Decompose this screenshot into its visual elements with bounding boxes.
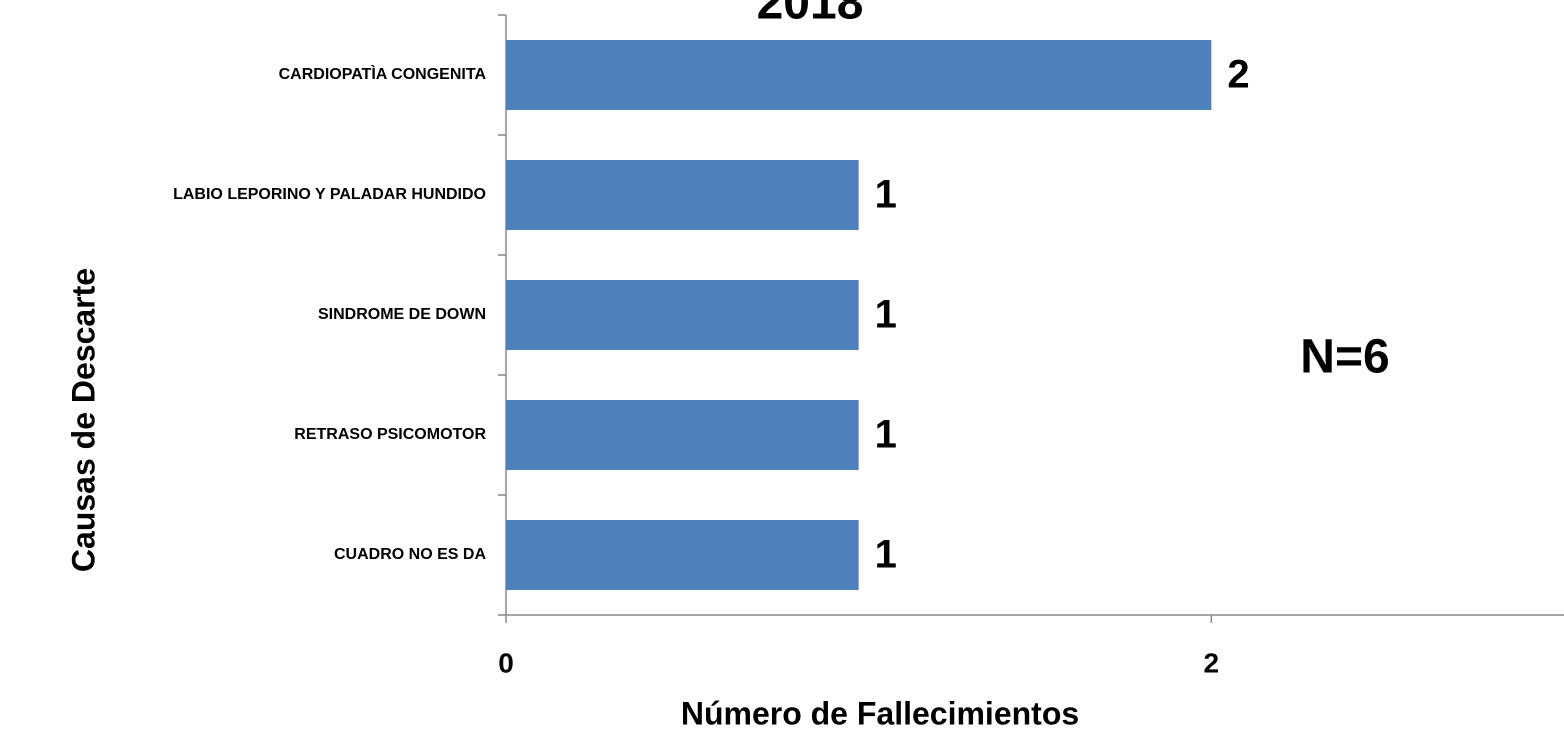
x-tick-label: 0: [498, 647, 514, 678]
y-tick-label: RETRASO PSICOMOTOR: [294, 426, 486, 443]
y-tick-label: SINDROME DE DOWN: [318, 306, 486, 323]
y-axis-label: Causas de Descarte: [65, 268, 101, 572]
y-tick-label: CARDIOPATÌA CONGENITA: [279, 64, 487, 83]
bar: [506, 280, 859, 350]
chart-title: 2018: [757, 0, 864, 30]
y-tick-label: CUADRO NO ES DA: [334, 546, 486, 563]
data-label: 1: [875, 533, 897, 577]
bar: [506, 400, 859, 470]
data-label: 1: [875, 173, 897, 217]
bar: [506, 160, 859, 230]
annotation: N=6: [1300, 331, 1389, 384]
y-tick-label: LABIO LEPORINO Y PALADAR HUNDIDO: [173, 186, 486, 203]
x-tick-label: 2: [1204, 647, 1220, 678]
bar: [506, 40, 1212, 110]
x-axis-label: Número de Fallecimientos: [681, 695, 1079, 731]
data-label: 2: [1227, 53, 1249, 97]
bar: [506, 520, 859, 590]
data-label: 1: [875, 413, 897, 457]
data-label: 1: [875, 293, 897, 337]
